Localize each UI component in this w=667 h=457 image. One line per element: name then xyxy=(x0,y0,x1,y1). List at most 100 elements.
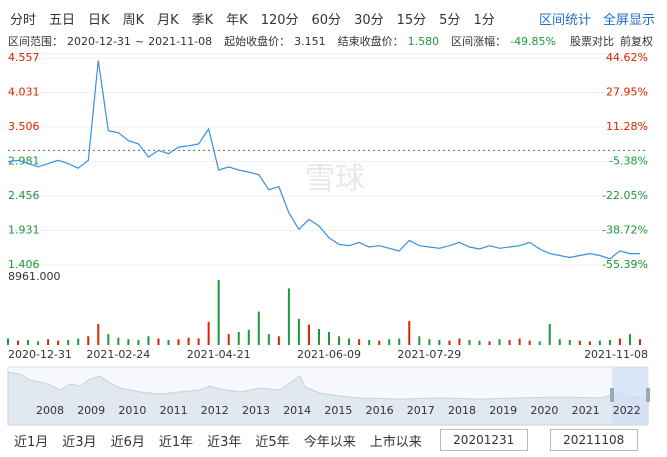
y2-tick-label: -5.38% xyxy=(609,154,648,167)
info-actions: 股票对比 前复权 xyxy=(570,33,653,49)
compare[interactable]: 股票对比 xyxy=(570,35,614,48)
range-bar: 近1月 近3月 近6月 近1年 近3年 近5年 今年以来 上市以来 20201231 2021… xyxy=(14,428,638,452)
adjust[interactable]: 前复权 xyxy=(620,35,653,48)
volume-bar xyxy=(307,324,310,345)
action[interactable]: 区间统计 xyxy=(538,12,591,28)
volume-bar xyxy=(277,336,280,345)
volume-bar xyxy=(107,334,110,345)
volume-bar xyxy=(598,340,601,345)
range-button[interactable]: 今年以来 xyxy=(303,434,356,450)
period-tab[interactable]: 30分 xyxy=(354,12,384,28)
navigator-year: 2012 xyxy=(201,404,229,417)
end-label: 结束收盘价： xyxy=(337,35,404,48)
volume-bar xyxy=(618,338,621,345)
period-tab[interactable]: 周K xyxy=(122,12,145,28)
volume-bar xyxy=(137,339,140,345)
period-tab[interactable]: 日K xyxy=(88,12,110,28)
volume-bar xyxy=(67,339,70,345)
start-label: 起始收盘价： xyxy=(224,35,291,48)
y2-tick-label: 11.28% xyxy=(606,120,648,133)
y-tick-label: 3.506 xyxy=(8,120,40,133)
info-bar: 区间范围： 2020-12-31 ~ 2021-11-08 起始收盘价： 3.1… xyxy=(8,33,556,49)
volume-bar xyxy=(167,339,170,345)
navigator-year: 2014 xyxy=(283,404,311,417)
volume-bar xyxy=(297,318,300,345)
volume-bar xyxy=(207,321,210,345)
actions: 区间统计 全屏显示 xyxy=(539,6,655,30)
range-button[interactable]: 近3年 xyxy=(207,434,242,450)
range-label: 区间范围： xyxy=(8,35,63,48)
volume-bar xyxy=(438,339,441,345)
volume-bar xyxy=(558,339,561,345)
change: -49.85% xyxy=(510,34,557,48)
volume-bar xyxy=(488,341,491,345)
navigator-selection[interactable] xyxy=(612,367,648,425)
volume-bar xyxy=(388,339,391,345)
range-end: 2021-11-08 xyxy=(148,34,213,48)
navigator-handle[interactable] xyxy=(610,388,614,402)
range-button[interactable]: 近1月 xyxy=(14,434,49,450)
range-button[interactable]: 近1年 xyxy=(158,434,194,450)
range-button[interactable]: 近3月 xyxy=(62,434,97,450)
x-tick-label: 2020-12-31 xyxy=(8,348,72,361)
volume-bar xyxy=(187,337,190,345)
period-tab[interactable]: 年K xyxy=(226,12,248,28)
volume-bar xyxy=(127,339,130,345)
navigator-year: 2022 xyxy=(613,404,641,417)
volume-bar xyxy=(27,339,30,345)
navigator-year: 2017 xyxy=(407,404,435,417)
change-label: 区间涨幅： xyxy=(451,35,507,48)
navigator-handle[interactable] xyxy=(646,388,650,402)
volume-bar xyxy=(17,340,20,345)
volume-bar xyxy=(37,341,40,345)
volume-bar xyxy=(247,329,250,345)
volume-bar xyxy=(237,331,240,345)
range-button[interactable]: 近6月 xyxy=(110,434,145,450)
volume-bar xyxy=(528,340,531,345)
period-tab[interactable]: 月K xyxy=(157,12,179,28)
volume-bar xyxy=(47,339,50,345)
volume-bar xyxy=(608,339,611,345)
volume-bar xyxy=(398,338,401,345)
volume-bar xyxy=(408,321,411,345)
volume-bar xyxy=(348,338,351,345)
period-tab[interactable]: 60分 xyxy=(311,12,342,28)
watermark: 雪球 xyxy=(305,162,365,197)
y-tick-label: 1.406 xyxy=(8,258,40,271)
navigator-year: 2009 xyxy=(77,404,105,417)
navigator-year: 2008 xyxy=(36,404,64,417)
y2-tick-label: -55.39% xyxy=(602,258,648,271)
volume-bar xyxy=(428,339,431,345)
range-button[interactable]: 近5年 xyxy=(255,434,290,450)
navigator-year: 2016 xyxy=(366,404,394,417)
y-tick-label: 1.931 xyxy=(8,224,40,237)
volume-bar xyxy=(217,280,220,345)
range-sep: ~ xyxy=(134,34,145,48)
volume-bar xyxy=(578,340,581,345)
action[interactable]: 全屏显示 xyxy=(602,12,655,28)
y2-tick-label: -22.05% xyxy=(602,189,648,202)
period-tab[interactable]: 五日 xyxy=(49,12,76,28)
navigator-year: 2011 xyxy=(160,404,188,417)
period-tab[interactable]: 5分 xyxy=(439,12,461,28)
y2-tick-label: 44.62% xyxy=(606,51,648,64)
period-tab[interactable]: 120分 xyxy=(260,12,299,28)
period-tab[interactable]: 季K xyxy=(191,12,214,28)
end-input[interactable]: 20211108 xyxy=(549,429,638,451)
volume-bar xyxy=(468,339,471,345)
volume-bar xyxy=(77,338,80,345)
start-input[interactable]: 20201231 xyxy=(439,429,528,451)
y2-tick-label: 27.95% xyxy=(606,86,648,99)
range-button[interactable]: 上市以来 xyxy=(369,434,422,450)
y2-tick-label: -38.72% xyxy=(602,223,648,236)
volume-bar xyxy=(177,339,180,345)
x-tick-label: 2021-07-29 xyxy=(397,348,461,361)
period-tab[interactable]: 15分 xyxy=(396,12,427,28)
volume-bar xyxy=(147,336,150,345)
volume-bar xyxy=(117,337,120,345)
y-tick-label: 2.456 xyxy=(8,189,40,202)
period-tab[interactable]: 分时 xyxy=(10,12,37,28)
period-tab[interactable]: 1分 xyxy=(473,12,495,28)
